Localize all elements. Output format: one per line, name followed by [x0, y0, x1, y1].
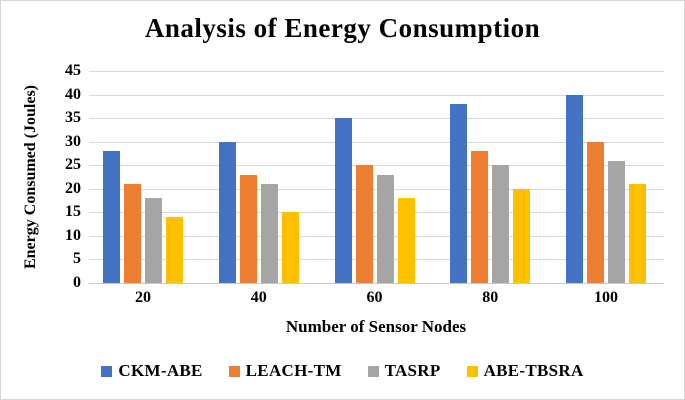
y-tick-label: 10: [65, 226, 81, 244]
bar-tasrp-60: [376, 174, 394, 283]
bar-tasrp-100: [608, 160, 625, 283]
bar-ckm-abe-100: [566, 94, 583, 283]
legend-marker-icon: [101, 365, 113, 377]
bar-ckm-abe-60: [334, 118, 352, 283]
y-tick-label: 20: [65, 179, 81, 197]
bar-abe-tbsra-60: [397, 198, 415, 283]
gridline: [89, 94, 664, 96]
bar-leach-tm-60: [355, 165, 373, 283]
y-tick-label: 15: [65, 203, 81, 221]
bar-group-40: [218, 71, 299, 283]
bar-leach-tm-40: [239, 174, 257, 283]
x-tick-label: 100: [594, 289, 618, 306]
bar-group-20: [103, 71, 183, 283]
y-tick-label: 45: [65, 62, 81, 79]
x-tick-label: 40: [250, 289, 267, 306]
bar-group-100: [566, 71, 646, 283]
y-tick-label: 5: [73, 250, 81, 268]
legend-label: ABE-TBSRA: [483, 361, 584, 380]
y-tick-label: 0: [73, 274, 81, 291]
bar-group-60: [334, 71, 415, 283]
bar-leach-tm-20: [124, 184, 141, 283]
legend-marker-icon: [228, 365, 240, 377]
y-tick-label: 25: [65, 156, 81, 174]
bar-ckm-abe-40: [218, 141, 236, 283]
bar-abe-tbsra-80: [513, 188, 531, 283]
bar-leach-tm-80: [471, 151, 489, 283]
bar-ckm-abe-80: [450, 103, 468, 283]
bar-tasrp-80: [492, 165, 510, 283]
gridline: [89, 165, 664, 167]
bar-abe-tbsra-100: [629, 184, 646, 283]
legend-item-ckm-abe: CKM-ABE: [101, 361, 202, 381]
x-tick-label: 60: [366, 289, 383, 306]
x-tick-label: 20: [135, 289, 151, 306]
legend-label: LEACH-TM: [245, 361, 342, 380]
x-axis-title: Number of Sensor Nodes: [285, 317, 467, 336]
y-tick-label: 40: [65, 85, 81, 103]
bar-abe-tbsra-20: [166, 217, 183, 283]
legend-label: CKM-ABE: [118, 361, 203, 380]
bar-tasrp-20: [145, 198, 162, 283]
y-tick-label: 30: [65, 132, 81, 150]
chart-title: Analysis of Energy Consumption: [144, 13, 541, 43]
legend-item-abe-tbsra: ABE-TBSRA: [466, 361, 584, 381]
y-tick-label: 35: [65, 109, 81, 127]
legend-item-tasrp: TASRP: [367, 361, 441, 381]
legend-marker-icon: [466, 365, 478, 377]
x-axis-line: [89, 283, 664, 284]
plot-area: [89, 71, 664, 284]
legend-label: TASRP: [384, 361, 441, 380]
bar-abe-tbsra-40: [281, 212, 299, 283]
legend: CKM-ABE LEACH-TM TASRP ABE-TBSRA: [1, 361, 684, 381]
legend-marker-icon: [367, 365, 379, 377]
y-axis-title: Energy Consumed (Joules): [22, 84, 39, 270]
x-tick-label: 80: [482, 289, 499, 306]
bar-leach-tm-100: [587, 141, 604, 283]
bar-group-80: [450, 71, 531, 283]
bar-ckm-abe-20: [103, 151, 120, 283]
gridline: [89, 71, 664, 72]
gridline: [89, 141, 664, 143]
gridline: [89, 118, 664, 120]
bar-tasrp-40: [260, 184, 278, 283]
legend-item-leach-tm: LEACH-TM: [228, 361, 342, 381]
